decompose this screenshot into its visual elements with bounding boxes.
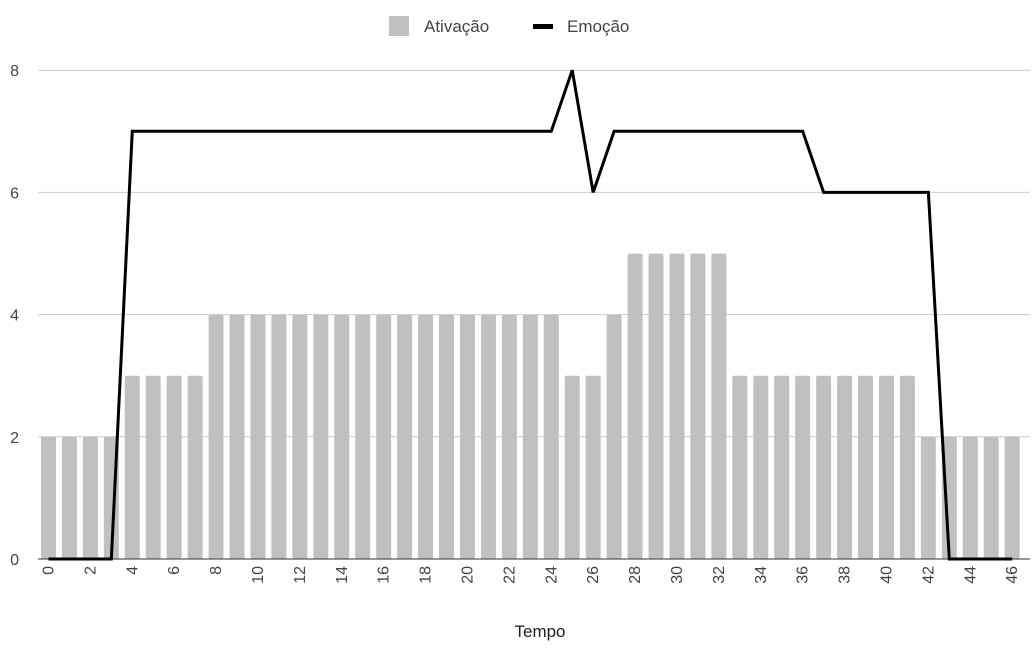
bar [837,375,853,559]
bar [166,375,182,559]
x-tick-label: 28 [627,566,644,584]
y-tick-label: 0 [10,552,19,569]
legend-swatch-ativacao [389,16,409,36]
bar [229,314,245,559]
x-tick-label: 12 [292,566,309,584]
x-axis-title: Tempo [514,622,565,641]
bar [397,314,413,559]
x-axis-ticks: 0 2 4 6 8 10 12 14 16 18 20 22 24 26 28 30 32 34 36 38 40 42 4… [40,566,1021,584]
x-tick-label: 22 [501,566,518,584]
bar [501,314,517,559]
x-tick-label: 30 [669,566,686,584]
x-tick-label: 18 [418,566,435,584]
bar [543,314,559,559]
bar [878,375,894,559]
bar [627,253,643,559]
bar [795,375,811,559]
bar [962,436,978,559]
bar [774,375,790,559]
bar [1004,436,1020,559]
bar [61,436,77,559]
bar [606,314,622,559]
bar [271,314,287,559]
legend-label-emocao: Emoção [567,17,629,36]
x-tick-label: 20 [459,566,476,584]
x-tick-label: 44 [962,566,979,584]
bar [690,253,706,559]
x-tick-label: 24 [543,566,560,584]
y-axis-ticks: 0 2 4 6 8 [10,63,19,569]
x-tick-label: 10 [250,566,267,584]
bar [899,375,915,559]
bar [732,375,748,559]
bar [250,314,266,559]
bar [124,375,140,559]
bar [711,253,727,559]
bar [669,253,685,559]
bar [753,375,769,559]
series-line-emocao [48,69,1013,561]
bar [82,436,98,559]
bar [439,314,455,559]
x-tick-label: 4 [124,566,141,575]
bar [187,375,203,559]
bar [983,436,999,559]
y-tick-label: 8 [10,63,19,80]
x-tick-label: 32 [711,566,728,584]
bar [292,314,308,559]
bar [418,314,434,559]
legend: Ativação Emoção [389,16,629,36]
bar [648,253,664,559]
x-tick-label: 16 [376,566,393,584]
bar [355,314,371,559]
bar [858,375,874,559]
x-tick-label: 46 [1004,566,1021,584]
y-tick-label: 6 [10,185,19,202]
bar [564,375,580,559]
x-tick-label: 0 [40,566,57,575]
x-tick-label: 42 [920,566,937,584]
x-tick-label: 36 [795,566,812,584]
bar [334,314,350,559]
x-tick-label: 14 [334,566,351,584]
y-tick-label: 4 [10,308,19,325]
legend-swatch-emocao [533,24,553,29]
x-tick-label: 2 [82,566,99,575]
x-tick-label: 38 [837,566,854,584]
bar [522,314,538,559]
x-tick-label: 40 [878,566,895,584]
legend-label-ativacao: Ativação [424,17,489,36]
y-tick-label: 2 [10,430,19,447]
bar-series [40,253,1020,559]
bar [145,375,161,559]
bar [313,314,329,559]
x-tick-label: 26 [585,566,602,584]
bar [40,436,56,559]
x-tick-label: 34 [753,566,770,584]
bar [376,314,392,559]
x-tick-label: 8 [208,566,225,575]
bar [208,314,224,559]
line-series [48,69,1013,561]
bar [459,314,475,559]
bar [920,436,936,559]
x-tick-label: 6 [166,566,183,575]
bar [585,375,601,559]
bar [816,375,832,559]
bar [480,314,496,559]
